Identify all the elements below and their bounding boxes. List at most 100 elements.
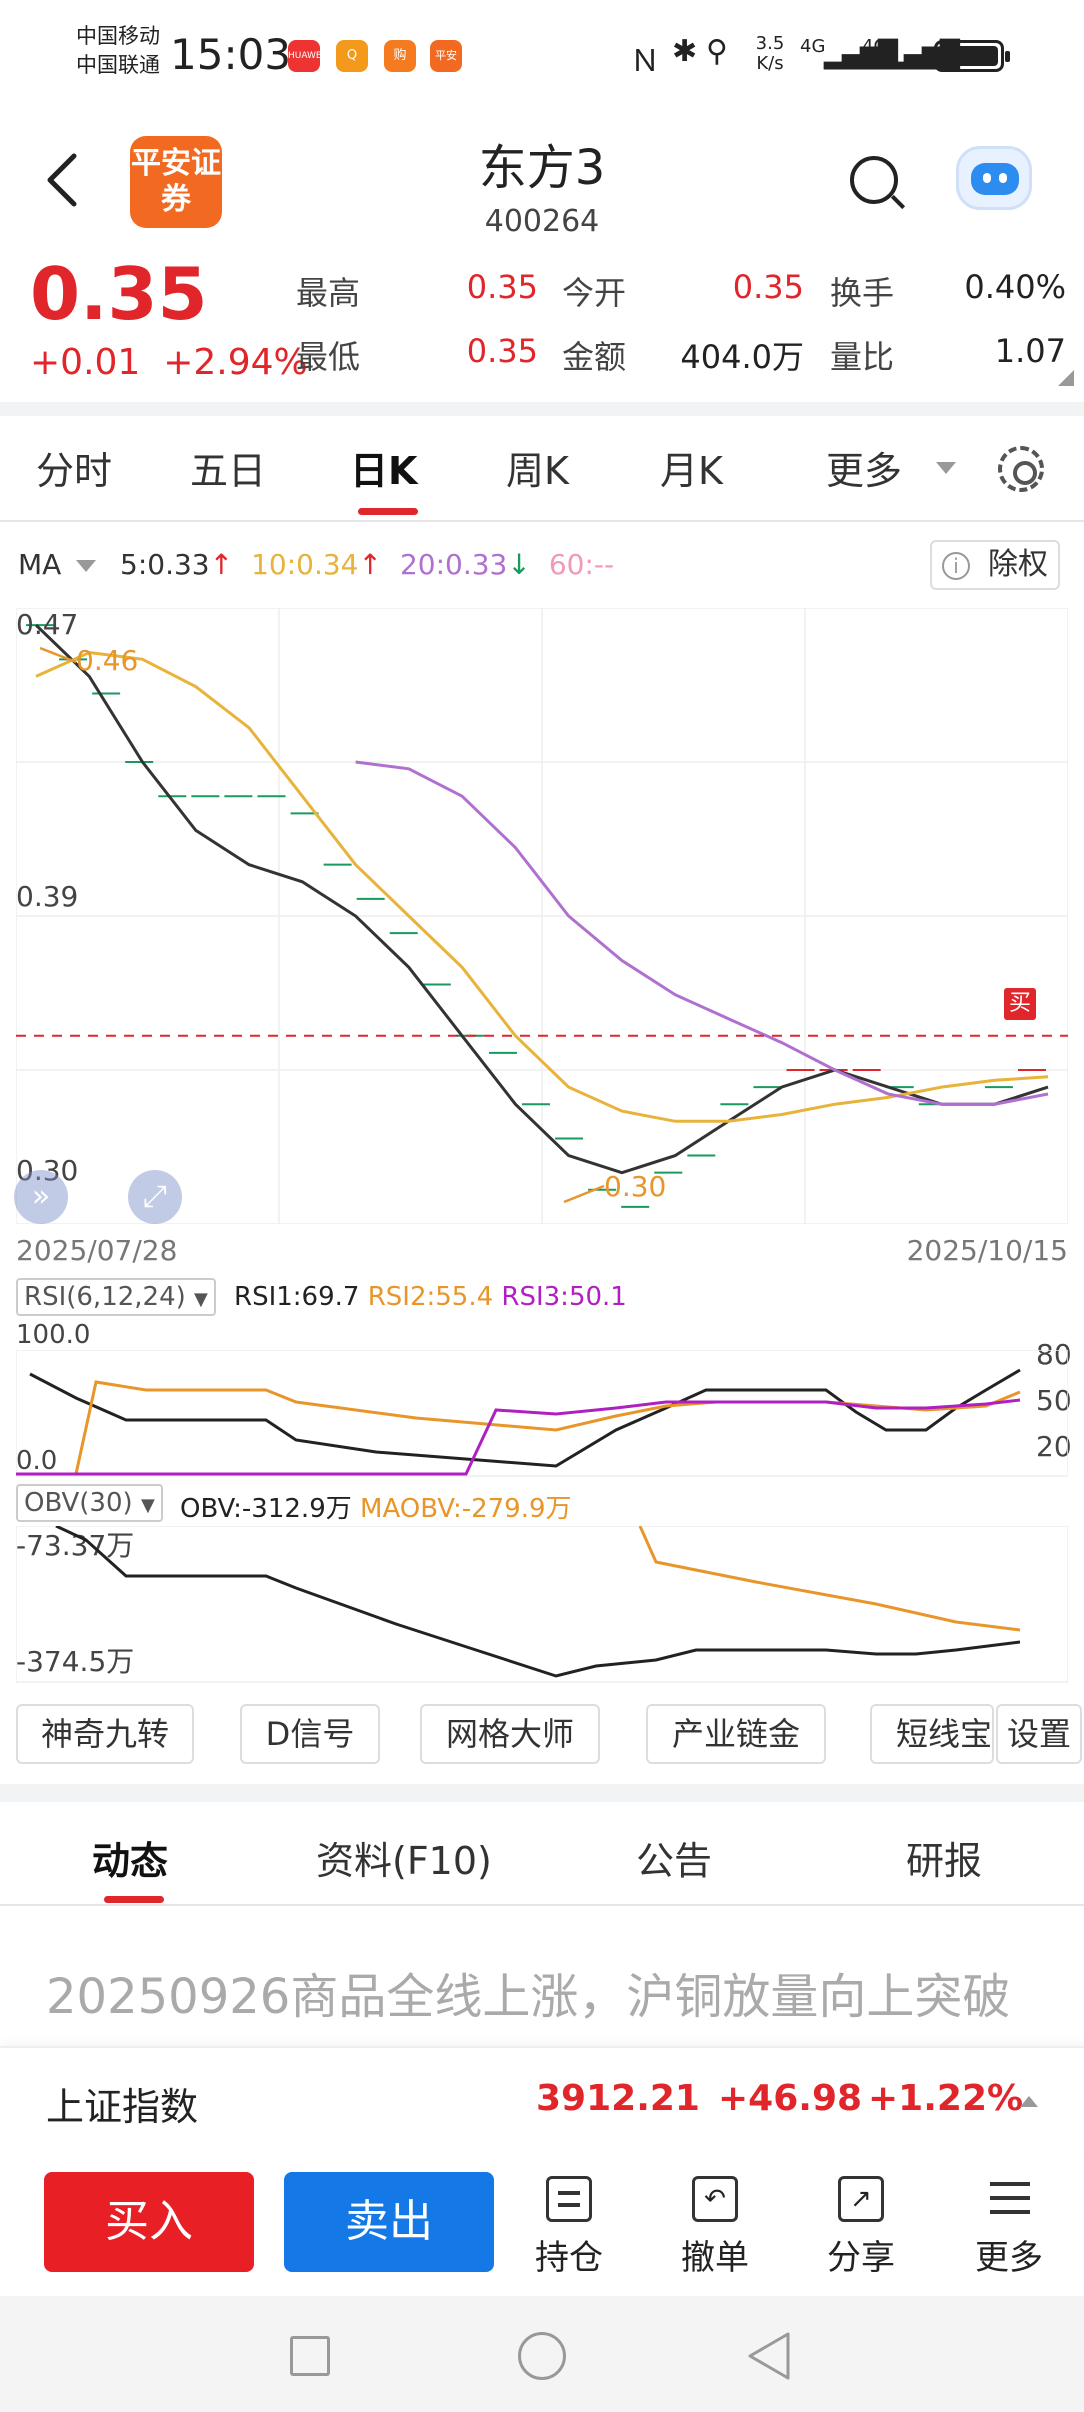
ma-item: 20:0.33↓ xyxy=(400,548,531,581)
rsi2-value: RSI2:55.4 xyxy=(367,1282,494,1312)
obv-label: OBV(30) xyxy=(24,1488,133,1518)
maobv-value: MAOBV:-279.9万 xyxy=(360,1494,572,1524)
holdings-label: 持仓 xyxy=(535,2238,603,2278)
content-divider xyxy=(0,1904,1084,1906)
content-tab-1[interactable]: 资料(F10) xyxy=(316,1839,492,1883)
pingan-app-icon: 平安 xyxy=(430,40,462,72)
ma-item-value: 20:0.33 xyxy=(399,548,508,581)
stock-code: 400264 xyxy=(484,204,600,239)
ma-item-value: 10:0.34 xyxy=(251,548,359,581)
ai-assistant-icon[interactable] xyxy=(956,146,1032,210)
feature-button-0[interactable]: 神奇九转 xyxy=(16,1704,194,1764)
rsi-chart[interactable] xyxy=(16,1350,1068,1478)
obv-line xyxy=(55,1526,1021,1678)
buy-button[interactable]: 买入 xyxy=(44,2172,254,2272)
search-icon[interactable] xyxy=(850,156,898,204)
menu-icon xyxy=(986,2176,1032,2222)
stock-name: 东方3 xyxy=(478,140,606,196)
home-icon[interactable] xyxy=(518,2332,566,2380)
high-pointer xyxy=(40,646,77,664)
kline-chart[interactable] xyxy=(16,608,1068,1224)
y-axis-bottom: 0.30 xyxy=(16,1154,79,1187)
cancel-order-label: 撤单 xyxy=(681,2238,749,2278)
signal-1-icon: ▂▄▆█ xyxy=(824,40,898,70)
ma-item: 60:-- xyxy=(549,548,614,581)
share-button[interactable]: ↗ 分享 xyxy=(806,2176,916,2279)
quote-label: 换手 xyxy=(830,274,895,312)
index-bar[interactable]: 上证指数 3912.21 +46.98 +1.22% xyxy=(0,2046,1084,2152)
content-tab-0[interactable]: 动态 xyxy=(92,1839,169,1883)
obv-chart[interactable] xyxy=(16,1526,1068,1684)
date-start: 2025/07/28 xyxy=(16,1234,178,1267)
quote-value: 0.35 xyxy=(466,332,538,370)
rsi-y-bottom: 0.0 xyxy=(16,1446,58,1476)
rsi1-line xyxy=(29,1368,1021,1468)
sell-button[interactable]: 卖出 xyxy=(284,2172,494,2272)
feature-button-2[interactable]: 网格大师 xyxy=(420,1704,600,1764)
rsi1-value: RSI1:69.7 xyxy=(234,1282,360,1312)
feature-button-5[interactable]: 设置 xyxy=(996,1704,1082,1764)
current-price: 0.35 xyxy=(30,252,208,336)
ex-rights-label: 除权 xyxy=(988,547,1048,582)
tab-kline-2[interactable]: 日K xyxy=(350,449,418,493)
ma-line-5 xyxy=(34,624,1049,1175)
recent-apps-icon[interactable] xyxy=(290,2336,330,2376)
rsi3-line xyxy=(16,1398,1021,1476)
holdings-button[interactable]: 持仓 xyxy=(514,2176,624,2279)
holdings-icon xyxy=(546,2176,592,2222)
quote-value: 0.40% xyxy=(964,268,1066,306)
content-tab-3[interactable]: 研报 xyxy=(906,1839,983,1883)
active-tab-indicator xyxy=(358,508,418,515)
obv-values: OBV:-312.9万 MAOBV:-279.9万 xyxy=(180,1488,572,1525)
ma-selector[interactable]: MA xyxy=(18,548,97,581)
news-headline[interactable]: 20250926商品全线上涨，沪铜放量向上突破 xyxy=(46,1969,1011,2025)
ma-item: 5:0.33↑ xyxy=(120,548,233,581)
tab-kline-1[interactable]: 五日 xyxy=(190,449,267,493)
quote-label: 金额 xyxy=(562,338,627,376)
system-nav-bar xyxy=(0,2296,1084,2412)
gear-icon[interactable] xyxy=(998,446,1044,492)
buy-marker[interactable]: 买 xyxy=(1004,988,1036,1020)
tab-kline-5[interactable]: 更多 xyxy=(826,449,903,493)
ex-rights-button[interactable]: i 除权 xyxy=(930,540,1060,590)
rsi-selector[interactable]: RSI(6,12,24) ▼ xyxy=(16,1278,216,1316)
obv-selector[interactable]: OBV(30) ▼ xyxy=(16,1484,163,1522)
y-axis-top: 0.47 xyxy=(16,608,79,641)
section-divider-2 xyxy=(0,1784,1084,1802)
share-icon: ↗ xyxy=(838,2176,884,2222)
index-change: +46.98 xyxy=(718,2078,863,2119)
chart-grid xyxy=(16,608,1068,1224)
shopping-app-icon: 购 xyxy=(384,40,416,72)
back-nav-icon[interactable] xyxy=(746,2330,792,2382)
index-value: 3912.21 xyxy=(536,2078,700,2119)
expand-panel-icon[interactable]: » xyxy=(14,1170,68,1224)
obv-value: OBV:-312.9万 xyxy=(180,1494,352,1524)
tab-kline-4[interactable]: 月K xyxy=(660,449,723,493)
fullscreen-icon[interactable]: ⤢ xyxy=(128,1170,182,1224)
feature-button-3[interactable]: 产业链金 xyxy=(646,1704,826,1764)
index-name: 上证指数 xyxy=(46,2085,199,2129)
tab-kline-0[interactable]: 分时 xyxy=(36,449,113,493)
more-dropdown-icon[interactable] xyxy=(936,462,956,474)
expand-corner-icon[interactable] xyxy=(1058,370,1074,386)
more-button[interactable]: 更多 xyxy=(954,2176,1064,2279)
signal-2-label: 4G xyxy=(862,36,888,57)
rsi-values: RSI1:69.7 RSI2:55.4 RSI3:50.1 xyxy=(234,1282,627,1312)
quote-label: 今开 xyxy=(562,274,627,312)
battery-icon xyxy=(934,40,1010,72)
tab-kline-3[interactable]: 周K xyxy=(506,449,569,493)
ma-line-10 xyxy=(35,650,1049,1123)
ma-lines xyxy=(34,624,1049,1175)
ma-label: MA xyxy=(18,548,62,581)
ma-item: 10:0.34↑ xyxy=(251,548,382,581)
feature-button-4[interactable]: 短线宝 xyxy=(870,1704,994,1764)
quote-value: 1.07 xyxy=(994,332,1066,370)
nfc-icon: Ｎ xyxy=(630,44,660,79)
feature-button-1[interactable]: D信号 xyxy=(240,1704,380,1764)
cancel-order-button[interactable]: ↶ 撤单 xyxy=(660,2176,770,2279)
back-arrow-icon[interactable] xyxy=(42,150,82,210)
ma-line-20 xyxy=(355,760,1049,1106)
content-tab-2[interactable]: 公告 xyxy=(636,1839,713,1883)
index-expand-icon[interactable] xyxy=(1020,2096,1038,2107)
rsi-tick-50: 50 xyxy=(1036,1384,1072,1417)
